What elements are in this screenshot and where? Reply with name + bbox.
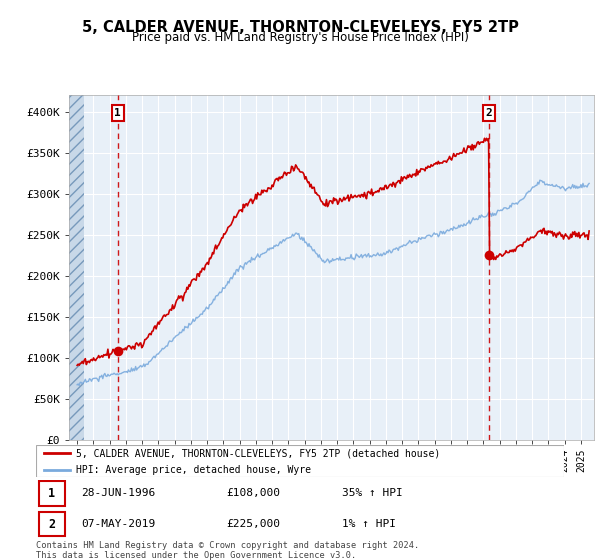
Text: Price paid vs. HM Land Registry's House Price Index (HPI): Price paid vs. HM Land Registry's House …	[131, 31, 469, 44]
Text: 1: 1	[115, 108, 121, 118]
Text: 1: 1	[48, 487, 55, 500]
Text: 2: 2	[486, 108, 493, 118]
FancyBboxPatch shape	[36, 445, 564, 477]
FancyBboxPatch shape	[38, 481, 65, 506]
Text: 07-MAY-2019: 07-MAY-2019	[81, 519, 155, 529]
Text: 35% ↑ HPI: 35% ↑ HPI	[342, 488, 403, 498]
Text: 2: 2	[48, 517, 55, 530]
Text: 5, CALDER AVENUE, THORNTON-CLEVELEYS, FY5 2TP: 5, CALDER AVENUE, THORNTON-CLEVELEYS, FY…	[82, 20, 518, 35]
Text: HPI: Average price, detached house, Wyre: HPI: Average price, detached house, Wyre	[76, 465, 311, 475]
Text: 5, CALDER AVENUE, THORNTON-CLEVELEYS, FY5 2TP (detached house): 5, CALDER AVENUE, THORNTON-CLEVELEYS, FY…	[76, 449, 440, 459]
Bar	[69, 95, 83, 440]
Text: £108,000: £108,000	[226, 488, 280, 498]
Text: Contains HM Land Registry data © Crown copyright and database right 2024.
This d: Contains HM Land Registry data © Crown c…	[36, 540, 419, 560]
Text: 1% ↑ HPI: 1% ↑ HPI	[342, 519, 396, 529]
Text: 28-JUN-1996: 28-JUN-1996	[81, 488, 155, 498]
FancyBboxPatch shape	[38, 512, 65, 536]
Text: £225,000: £225,000	[226, 519, 280, 529]
